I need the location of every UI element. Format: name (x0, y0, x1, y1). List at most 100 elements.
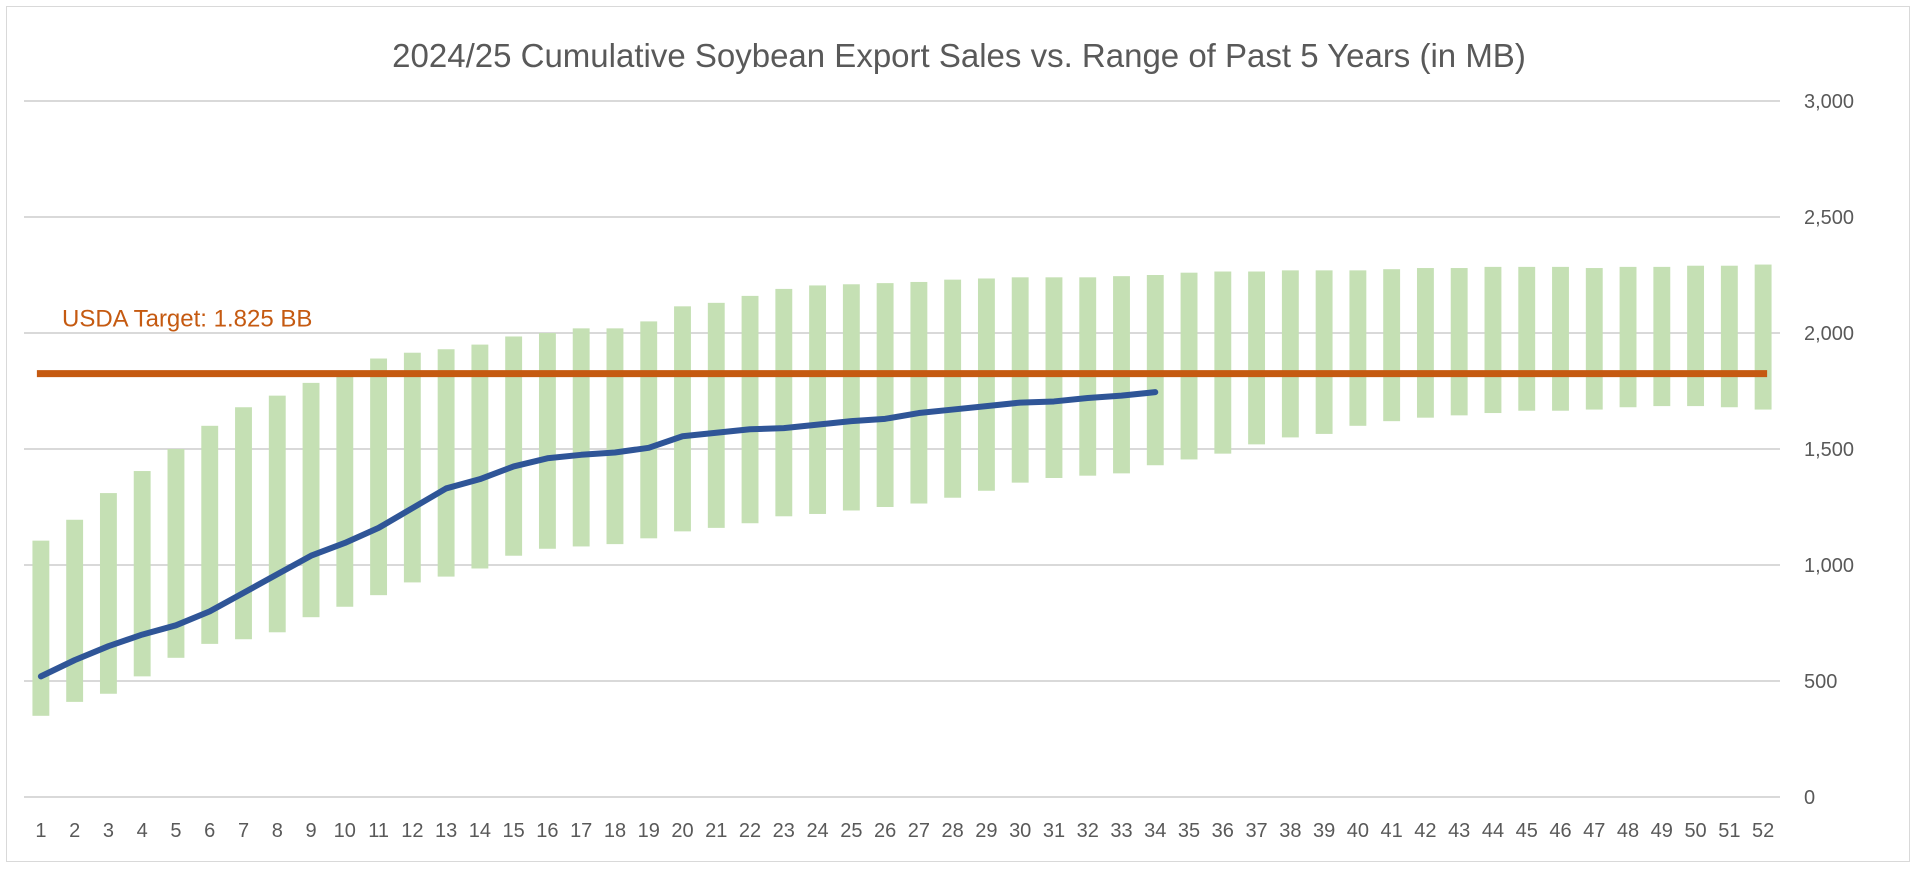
range-bar (1585, 268, 1603, 410)
x-tick-label: 39 (1313, 820, 1335, 842)
x-tick-label: 16 (536, 820, 558, 842)
range-bar (268, 395, 286, 633)
x-tick-label: 34 (1144, 820, 1166, 842)
x-tick-label: 40 (1347, 820, 1369, 842)
range-bar (1552, 266, 1569, 411)
x-tick-label: 48 (1617, 820, 1639, 842)
x-tick-label: 22 (739, 820, 761, 842)
x-tick-label: 12 (401, 820, 423, 842)
x-tick-label: 46 (1549, 820, 1571, 842)
range-bar (32, 540, 50, 716)
range-bar (66, 519, 84, 702)
x-tick-label: 38 (1279, 820, 1301, 842)
range-bar (99, 493, 117, 694)
x-tick-label: 42 (1414, 820, 1436, 842)
x-tick-label: 11 (368, 820, 389, 842)
x-tick-label: 15 (503, 820, 525, 842)
y-tick-label: 2,000 (1804, 323, 1854, 345)
y-tick-label: 0 (1804, 787, 1815, 809)
range-bar (876, 283, 894, 507)
range-bar (1315, 270, 1333, 434)
x-tick-label: 36 (1212, 820, 1234, 842)
range-bar (437, 349, 455, 577)
x-tick-label: 47 (1583, 820, 1605, 842)
range-bar (167, 449, 185, 658)
y-tick-label: 1,000 (1804, 555, 1854, 577)
range-bar (1180, 272, 1198, 460)
range-bar (606, 328, 624, 545)
x-tick-label: 2 (69, 820, 80, 842)
x-tick-label: 20 (671, 820, 693, 842)
x-tick-label: 27 (908, 820, 930, 842)
range-bar (302, 382, 320, 618)
range-bar (1619, 266, 1637, 408)
y-tick-label: 500 (1804, 671, 1837, 693)
y-tick-label: 1,500 (1804, 439, 1854, 461)
range-bar (235, 407, 252, 640)
x-tick-label: 19 (638, 820, 660, 842)
x-tick-label: 4 (137, 820, 148, 842)
x-tick-label: 6 (204, 820, 215, 842)
x-tick-label: 28 (942, 820, 964, 842)
x-tick-label: 49 (1651, 820, 1673, 842)
x-tick-label: 43 (1448, 820, 1470, 842)
range-bar (1653, 266, 1671, 407)
range-bar (572, 328, 590, 547)
x-tick-label: 51 (1718, 820, 1740, 842)
x-tick-label: 5 (170, 820, 181, 842)
range-bar (538, 333, 556, 549)
x-tick-label: 3 (103, 820, 114, 842)
range-bar (809, 285, 827, 514)
range-bar (1349, 270, 1367, 426)
x-tick-label: 17 (570, 820, 592, 842)
y-tick-label: 3,000 (1804, 91, 1854, 113)
chart-title: 2024/25 Cumulative Soybean Export Sales … (392, 37, 1526, 74)
x-tick-label: 21 (705, 820, 727, 842)
range-bar (842, 284, 860, 511)
range-bar (1045, 277, 1063, 478)
range-bar (471, 344, 489, 569)
x-tick-label: 13 (435, 820, 457, 842)
range-bar (403, 352, 421, 583)
x-tick-label: 23 (773, 820, 795, 842)
x-tick-label: 35 (1178, 820, 1200, 842)
range-bar (1450, 268, 1468, 416)
range-bar (674, 306, 691, 532)
x-tick-label: 31 (1043, 820, 1065, 842)
x-tick-label: 41 (1381, 820, 1403, 842)
target-label: USDA Target: 1.825 BB (62, 306, 312, 333)
y-tick-label: 2,500 (1804, 207, 1854, 229)
x-tick-label: 24 (806, 820, 828, 842)
range-bar (1720, 265, 1738, 408)
x-tick-label: 52 (1752, 820, 1774, 842)
x-tick-label: 45 (1516, 820, 1538, 842)
x-tick-label: 33 (1110, 820, 1132, 842)
range-bar (640, 321, 658, 539)
range-bar (370, 358, 388, 596)
range-bar (1687, 265, 1705, 407)
range-bar (707, 302, 725, 528)
x-tick-label: 18 (604, 820, 626, 842)
range-bar (201, 425, 219, 644)
range-bar (1754, 264, 1772, 410)
range-bar (1484, 266, 1502, 414)
range-bar (1518, 266, 1536, 411)
range-bar (1416, 268, 1434, 418)
range-bar (1214, 271, 1232, 454)
range-bar (1011, 277, 1029, 483)
x-tick-label: 32 (1077, 820, 1099, 842)
x-tick-label: 26 (874, 820, 896, 842)
range-bar (741, 295, 759, 524)
range-bar (977, 278, 995, 491)
current-year-line (37, 389, 1159, 680)
x-tick-label: 7 (238, 820, 249, 842)
range-bar (775, 288, 793, 517)
x-tick-label: 9 (305, 820, 316, 842)
x-tick-label: 37 (1245, 820, 1267, 842)
range-bar (1281, 270, 1299, 438)
x-tick-label: 10 (334, 820, 356, 842)
x-tick-label: 50 (1684, 820, 1706, 842)
x-tick-label: 1 (35, 820, 46, 842)
x-tick-label: 8 (272, 820, 283, 842)
range-bar (1383, 269, 1401, 422)
